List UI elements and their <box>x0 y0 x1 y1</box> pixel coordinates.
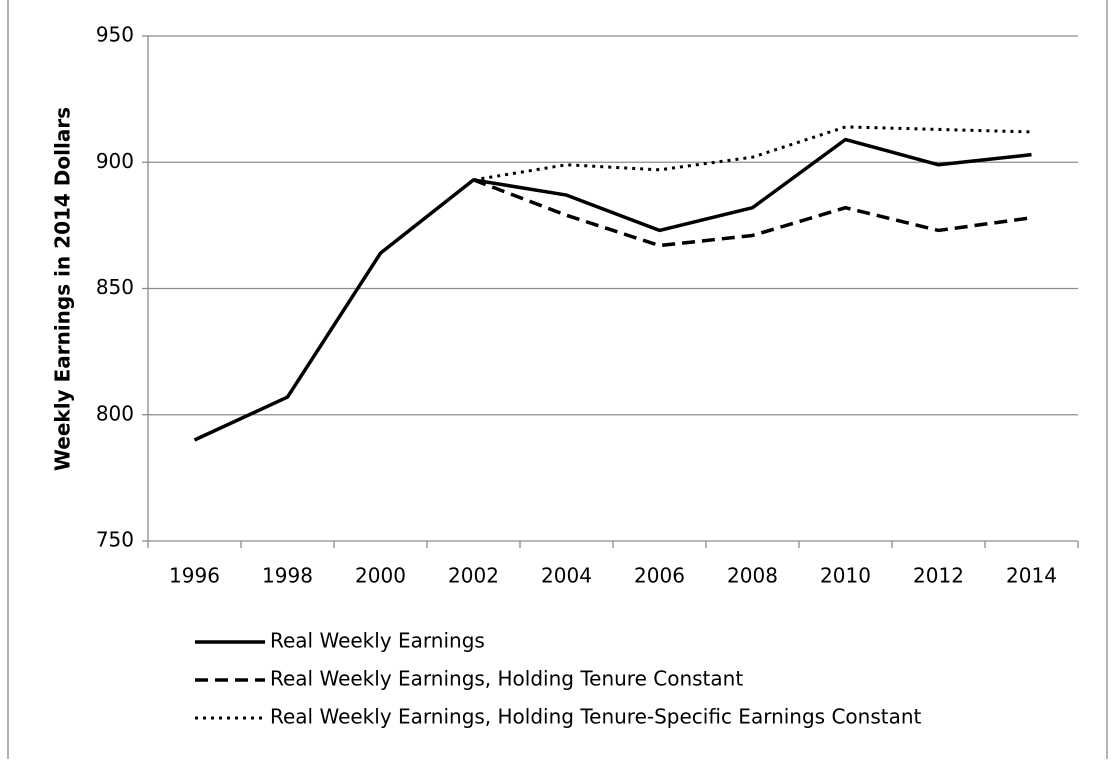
chart-border <box>7 0 1108 763</box>
x-tick-label: 2010 <box>820 564 871 588</box>
series-line <box>472 178 1032 248</box>
x-tick-label: 2000 <box>355 564 406 588</box>
x-tick-label: 2014 <box>1006 564 1057 588</box>
x-tick-label: 1998 <box>262 564 313 588</box>
legend-label: Real Weekly Earnings <box>270 629 485 653</box>
y-tick-label: 750 <box>96 528 134 552</box>
y-tick-label: 900 <box>96 149 134 173</box>
x-tick-label: 1996 <box>169 564 220 588</box>
x-tick-label: 2006 <box>634 564 685 588</box>
x-tick-label: 2002 <box>448 564 499 588</box>
x-tick-label: 2012 <box>913 564 964 588</box>
series-line <box>193 137 1032 442</box>
series-line <box>473 125 1032 182</box>
y-tick-label: 850 <box>96 275 134 299</box>
y-tick-label: 950 <box>96 23 134 47</box>
legend-label: Real Weekly Earnings, Holding Tenure Con… <box>270 667 743 691</box>
y-axis-title: Weekly Earnings in 2014 Dollars <box>51 107 75 471</box>
y-tick-label: 800 <box>96 401 134 425</box>
x-tick-label: 2008 <box>727 564 778 588</box>
x-tick-label: 2004 <box>541 564 592 588</box>
legend-label: Real Weekly Earnings, Holding Tenure-Spe… <box>270 705 922 729</box>
